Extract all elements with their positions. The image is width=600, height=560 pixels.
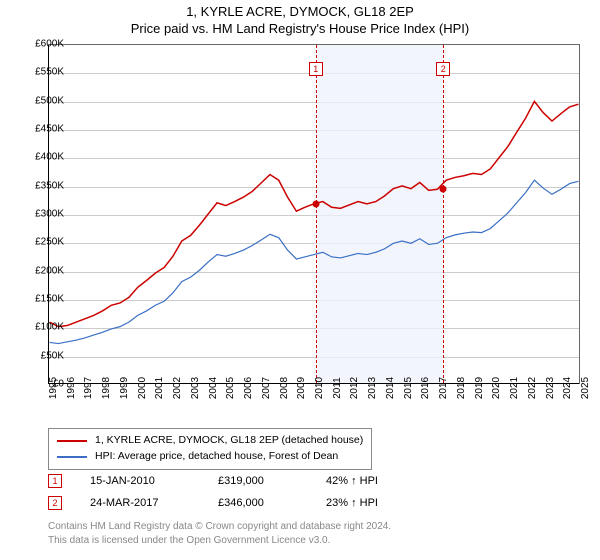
sale-price: £346,000 [218, 497, 298, 509]
x-tick-label: 2019 [474, 377, 485, 399]
footer-line-2: This data is licensed under the Open Gov… [48, 534, 391, 548]
legend-item-series-2: HPI: Average price, detached house, Fore… [57, 449, 363, 465]
x-tick-label: 1998 [101, 377, 112, 399]
series-price_paid [50, 101, 579, 326]
y-tick-label: £50K [22, 350, 64, 361]
x-tick-label: 2002 [172, 377, 183, 399]
x-tick-label: 2017 [438, 377, 449, 399]
sales-table: 1 15-JAN-2010 £319,000 42% ↑ HPI 2 24-MA… [48, 470, 416, 514]
sale-guide-index: 2 [436, 62, 450, 76]
y-tick-label: £250K [22, 237, 64, 248]
x-tick-label: 2007 [261, 377, 272, 399]
x-tick-label: 2003 [190, 377, 201, 399]
x-tick-label: 2024 [562, 377, 573, 399]
footer-line-1: Contains HM Land Registry data © Crown c… [48, 520, 391, 534]
y-tick-label: £150K [22, 294, 64, 305]
x-tick-label: 2008 [279, 377, 290, 399]
title-block: 1, KYRLE ACRE, DYMOCK, GL18 2EP Price pa… [0, 0, 600, 36]
y-tick-label: £600K [22, 39, 64, 50]
sale-delta: 42% ↑ HPI [326, 475, 416, 487]
sale-marker-dot [440, 185, 447, 192]
sale-guide-index: 1 [309, 62, 323, 76]
title-line-1: 1, KYRLE ACRE, DYMOCK, GL18 2EP [0, 4, 600, 19]
x-tick-label: 2021 [509, 377, 520, 399]
x-tick-label: 2001 [154, 377, 165, 399]
legend-item-series-1: 1, KYRLE ACRE, DYMOCK, GL18 2EP (detache… [57, 433, 363, 449]
x-tick-label: 2010 [314, 377, 325, 399]
legend-label: HPI: Average price, detached house, Fore… [95, 449, 338, 465]
x-tick-label: 2011 [332, 377, 343, 399]
x-tick-label: 2012 [349, 377, 360, 399]
legend-swatch [57, 440, 87, 442]
x-tick-label: 1997 [83, 377, 94, 399]
sale-date: 24-MAR-2017 [90, 497, 190, 509]
x-tick-label: 1995 [48, 377, 59, 399]
table-row: 1 15-JAN-2010 £319,000 42% ↑ HPI [48, 470, 416, 492]
x-tick-label: 2006 [243, 377, 254, 399]
sale-index-marker: 1 [48, 474, 62, 488]
x-tick-label: 2013 [367, 377, 378, 399]
chart: 12 [48, 44, 580, 384]
x-tick-label: 2025 [580, 377, 591, 399]
x-tick-label: 2014 [385, 377, 396, 399]
y-tick-label: £400K [22, 152, 64, 163]
legend: 1, KYRLE ACRE, DYMOCK, GL18 2EP (detache… [48, 428, 372, 470]
title-line-2: Price paid vs. HM Land Registry's House … [0, 21, 600, 36]
legend-label: 1, KYRLE ACRE, DYMOCK, GL18 2EP (detache… [95, 433, 363, 449]
x-tick-label: 1996 [66, 377, 77, 399]
legend-swatch [57, 456, 87, 458]
x-tick-label: 2000 [137, 377, 148, 399]
y-tick-label: £350K [22, 180, 64, 191]
sale-index-marker: 2 [48, 496, 62, 510]
table-row: 2 24-MAR-2017 £346,000 23% ↑ HPI [48, 492, 416, 514]
x-tick-label: 2004 [208, 377, 219, 399]
sale-delta: 23% ↑ HPI [326, 497, 416, 509]
y-tick-label: £500K [22, 95, 64, 106]
sale-date: 15-JAN-2010 [90, 475, 190, 487]
page: 1, KYRLE ACRE, DYMOCK, GL18 2EP Price pa… [0, 0, 600, 560]
plot-area: 12 [48, 45, 579, 384]
y-tick-label: £550K [22, 67, 64, 78]
x-tick-label: 2022 [527, 377, 538, 399]
x-tick-label: 2020 [491, 377, 502, 399]
x-tick-label: 2016 [420, 377, 431, 399]
y-tick-label: £200K [22, 265, 64, 276]
x-tick-label: 2005 [225, 377, 236, 399]
x-tick-label: 2023 [545, 377, 556, 399]
x-tick-label: 2018 [456, 377, 467, 399]
series-lines [49, 45, 579, 383]
footer: Contains HM Land Registry data © Crown c… [48, 520, 391, 547]
x-tick-label: 2015 [403, 377, 414, 399]
x-tick-label: 2009 [296, 377, 307, 399]
y-tick-label: £100K [22, 322, 64, 333]
sale-price: £319,000 [218, 475, 298, 487]
sale-marker-dot [312, 201, 319, 208]
y-tick-label: £300K [22, 209, 64, 220]
y-tick-label: £450K [22, 124, 64, 135]
x-tick-label: 1999 [119, 377, 130, 399]
